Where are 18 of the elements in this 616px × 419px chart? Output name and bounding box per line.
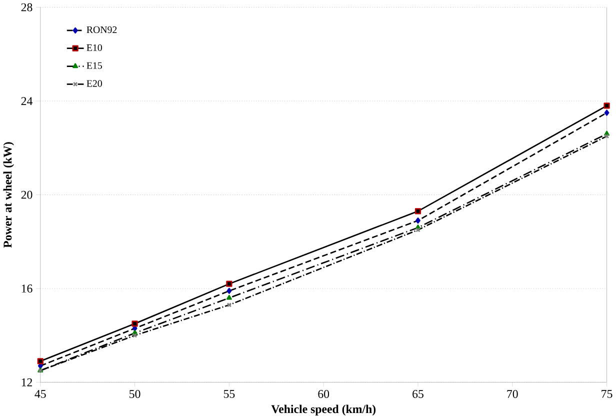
x-tick-label: 65 bbox=[412, 390, 424, 398]
legend-label: RON92 bbox=[86, 26, 117, 34]
x-tick-label: 45 bbox=[34, 390, 46, 398]
x-tick-label: 70 bbox=[507, 390, 518, 398]
x-tick-label: 50 bbox=[130, 390, 140, 398]
y-tick-label: 24 bbox=[21, 97, 33, 106]
x-tick-label: 75 bbox=[602, 390, 612, 398]
legend-label: E20 bbox=[86, 80, 102, 87]
x-tick-label: 55 bbox=[224, 390, 235, 398]
x-tick-label: 60 bbox=[318, 390, 330, 398]
legend-label: E15 bbox=[86, 62, 102, 69]
y-tick-label: 12 bbox=[22, 378, 32, 386]
y-tick-label: 16 bbox=[22, 284, 32, 293]
y-axis-title: Power at wheel (kW) bbox=[3, 142, 14, 248]
legend-label: E10 bbox=[86, 44, 102, 52]
x-axis-title: Vehicle speed (km/h) bbox=[271, 404, 376, 416]
y-tick-label: 28 bbox=[21, 3, 32, 12]
y-tick-label: 20 bbox=[21, 190, 32, 199]
